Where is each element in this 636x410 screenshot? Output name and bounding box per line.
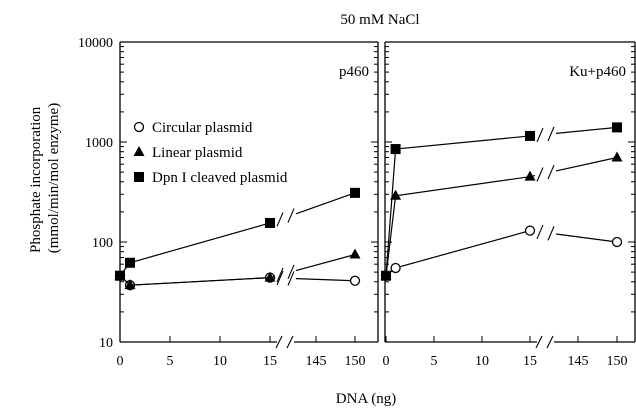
marker-dpn-i-cleaved-plasmid xyxy=(381,270,391,281)
series-line-segment xyxy=(555,233,618,243)
marker-linear-plasmid xyxy=(524,170,536,181)
y-axis-label: Phosphate incorporation (mmol/min/mol en… xyxy=(28,103,62,253)
x-axis-break-mark xyxy=(286,335,294,349)
x-tick-label: 10 xyxy=(475,354,489,369)
series-break-mark xyxy=(287,264,295,280)
legend-entry-label: Circular plasmid xyxy=(152,120,253,136)
marker-dpn-i-cleaved-plasmid xyxy=(115,270,125,281)
y-tick-label: 10 xyxy=(99,336,113,351)
x-tick-label: 15 xyxy=(523,354,537,369)
series-break-mark xyxy=(276,270,284,286)
series-break-mark xyxy=(547,226,555,241)
marker-dpn-i-cleaved-plasmid xyxy=(125,257,135,268)
marker-circular-plasmid xyxy=(133,121,145,133)
y-tick-label: 100 xyxy=(92,236,113,251)
x-tick-label: 150 xyxy=(607,354,628,369)
series-line xyxy=(385,135,531,276)
marker-dpn-i-cleaved-plasmid xyxy=(350,187,360,198)
x-tick-label: 145 xyxy=(568,354,589,369)
series-line xyxy=(119,275,271,286)
marker-dpn-i-cleaved-plasmid xyxy=(134,172,144,182)
marker-linear-plasmid xyxy=(124,279,136,290)
legend-entry-label: Dpn I cleaved plasmid xyxy=(152,170,288,186)
panel-label: p460 xyxy=(339,64,369,80)
x-tick-label: 145 xyxy=(306,354,327,369)
marker-linear-plasmid xyxy=(133,146,145,156)
x-tick-label: 15 xyxy=(263,354,277,369)
series-line-segment xyxy=(295,192,356,215)
marker-linear-plasmid xyxy=(349,248,361,259)
x-axis-label: DNA (ng) xyxy=(336,391,396,407)
chart-title: 50 mM NaCl xyxy=(340,12,419,28)
x-tick-label: 0 xyxy=(383,354,390,369)
marker-dpn-i-cleaved-plasmid xyxy=(612,122,622,133)
legend-entry-label: Linear plasmid xyxy=(152,145,243,161)
marker-dpn-i-cleaved-plasmid xyxy=(390,144,401,155)
series-line-segment xyxy=(295,253,356,272)
y-axis-label-line-1: Phosphate incorporation xyxy=(28,106,44,253)
series-break-mark xyxy=(536,224,544,240)
y-tick-label: 10000 xyxy=(78,36,113,51)
marker-circular-plasmid xyxy=(611,236,623,248)
marker-dpn-i-cleaved-plasmid xyxy=(525,130,535,141)
series-line-segment xyxy=(295,277,356,282)
marker-linear-plasmid xyxy=(390,189,402,200)
panel-label: Ku+p460 xyxy=(569,64,626,80)
series-break-mark xyxy=(276,212,284,227)
x-tick-label: 150 xyxy=(345,354,366,369)
marker-circular-plasmid xyxy=(390,262,401,274)
x-tick-label: 0 xyxy=(117,354,124,369)
x-tick-label: 10 xyxy=(213,354,227,369)
x-axis-break-mark xyxy=(275,335,283,349)
series-break-mark xyxy=(547,126,555,142)
plot-layer: 10 100 1000 10000 0 5 10 15 145 150 p460 0 5 10 15 145 1… xyxy=(78,36,636,369)
series-break-mark xyxy=(536,167,544,182)
series-line xyxy=(119,222,271,277)
marker-linear-plasmid xyxy=(611,151,623,162)
y-axis-label-line-2: (mmol/min/mol enzyme) xyxy=(46,103,62,253)
series-break-mark xyxy=(547,164,555,180)
marker-circular-plasmid xyxy=(524,225,536,236)
series-line xyxy=(385,176,531,276)
marker-circular-plasmid xyxy=(349,275,361,286)
x-axis-break-mark xyxy=(535,335,543,349)
series-line-segment xyxy=(555,156,618,172)
marker-dpn-i-cleaved-plasmid xyxy=(265,217,275,228)
marker-linear-plasmid xyxy=(264,271,276,282)
series-break-mark xyxy=(287,271,295,286)
series-break-mark xyxy=(287,208,295,223)
x-tick-label: 5 xyxy=(431,354,438,369)
x-tick-label: 5 xyxy=(167,354,174,369)
series-break-mark xyxy=(276,267,284,283)
series-line-segment xyxy=(555,126,618,134)
series-line xyxy=(119,275,271,286)
y-tick-label: 1000 xyxy=(85,136,113,151)
series-line xyxy=(385,230,531,277)
series-break-mark xyxy=(536,127,544,143)
x-axis-break-mark xyxy=(546,335,554,349)
